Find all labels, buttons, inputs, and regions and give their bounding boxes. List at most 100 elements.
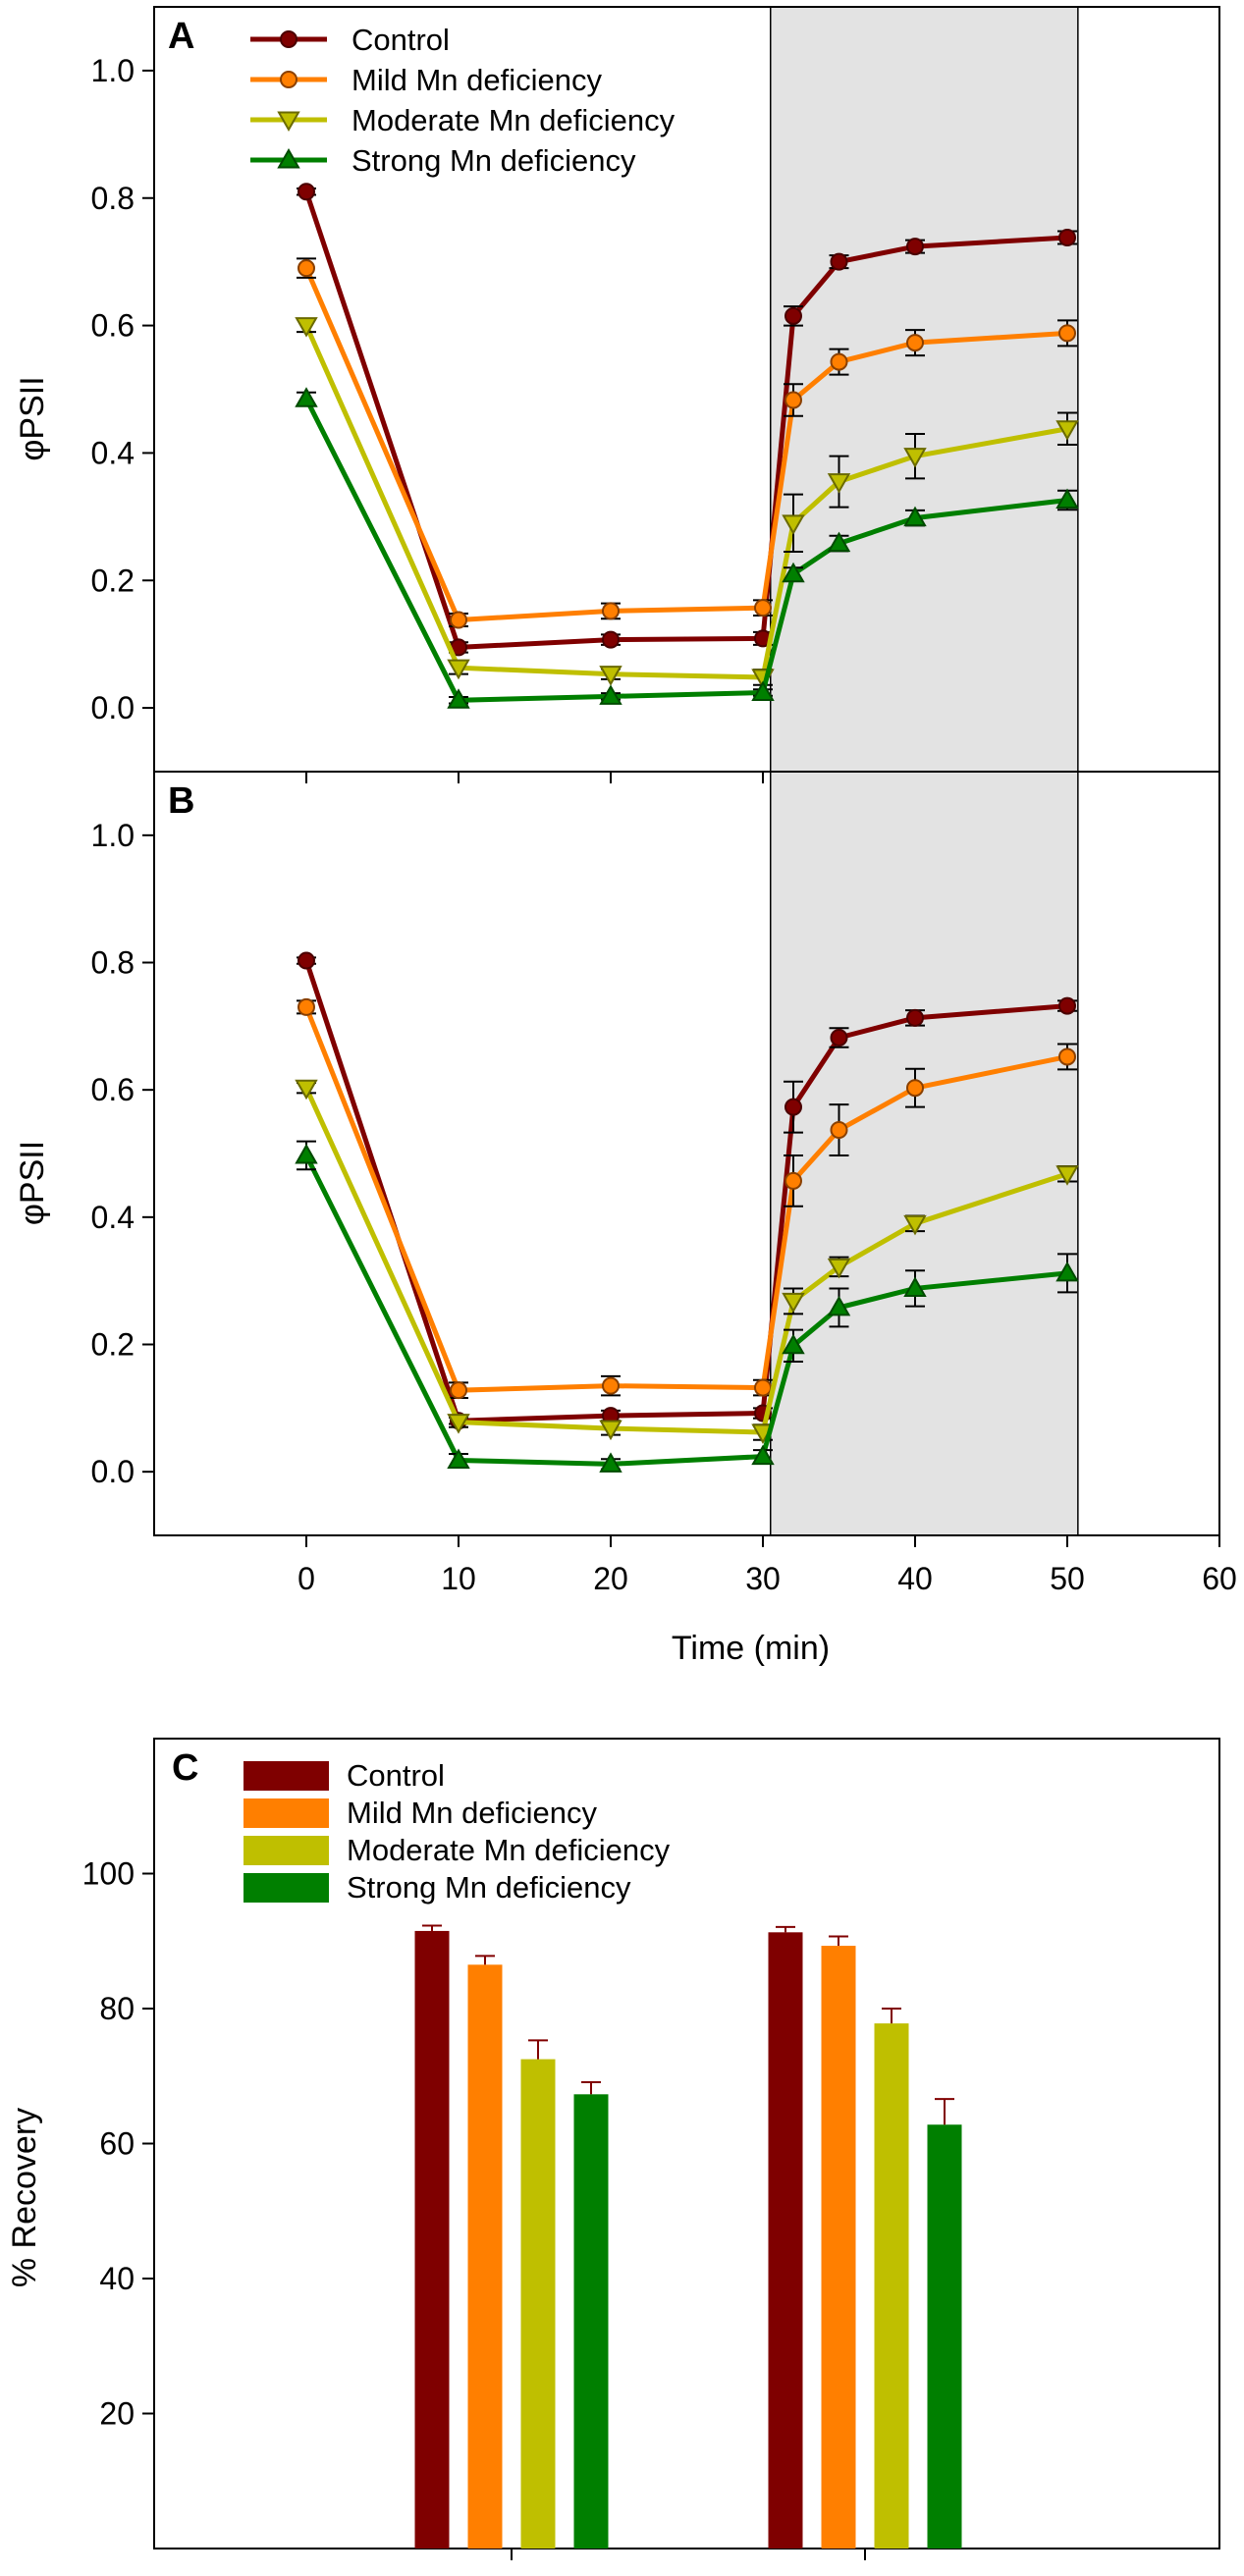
x-tick-label: 60 [1202,1561,1237,1596]
y-tick-label: 0.8 [91,945,135,981]
data-point-moderate [903,1214,927,1236]
data-point-mild [784,1171,802,1190]
data-point-strong [1055,488,1079,509]
data-point-mild [602,1376,620,1395]
y-tick-label: 0.8 [91,181,135,216]
panel-b: 0.0 0.2 0.4 0.6 0.8 1.0 0 10 20 30 40 50 60 Time (min… [14,771,1237,1667]
bar-mild-vanessa [821,1946,856,2549]
y-tick-label: 0.6 [91,308,135,344]
data-point-strong [782,1333,805,1355]
data-point-moderate [447,1414,470,1434]
data-point-mild [1058,324,1076,343]
panel-letter: C [172,1747,198,1789]
bar-control-vanessa [768,1932,803,2549]
x-tick-label: 0 [297,1561,315,1596]
bar-strong-antonia [573,2094,609,2549]
data-point-strong [903,506,927,527]
series-line-moderate [303,324,1068,680]
data-point-moderate [827,473,851,494]
data-point-moderate [827,1258,851,1279]
bar-moderate-antonia [520,2059,556,2549]
legend-label-moderate: Moderate Mn deficiency [352,103,676,137]
data-point-control [830,1029,848,1047]
y-tick-label: 80 [99,1991,135,2026]
legend-marker-mild [280,71,297,88]
data-point-mild [906,1079,924,1098]
y-tick-label: 0.4 [91,435,135,470]
y-tick-label: 0.2 [91,563,135,598]
data-point-control [602,630,620,649]
legend-swatch-control [243,1761,329,1791]
data-point-moderate [1055,1165,1079,1186]
series-line-control [303,959,1068,1423]
data-point-control [784,1098,802,1116]
y-tick-label: 0.4 [91,1200,135,1235]
data-point-strong [782,562,805,583]
data-point-moderate [295,1079,318,1100]
y-tick-label: 60 [99,2126,135,2162]
y-axis-title: φPSII [14,376,51,460]
y-tick-label: 0.0 [91,690,135,725]
data-point-mild [754,599,772,617]
data-point-moderate [599,666,622,686]
legend-label-mild: Mild Mn deficiency [352,63,602,97]
data-point-strong [599,684,622,705]
y-tick-label: 1.0 [91,53,135,88]
data-point-control [906,238,924,256]
legend-label-mild: Mild Mn deficiency [347,1796,597,1830]
data-point-strong [1055,1261,1079,1282]
x-tick-label: 50 [1050,1561,1085,1596]
x-tick-label: 30 [745,1561,781,1596]
y-tick-label: 0.2 [91,1327,135,1363]
legend-label-control: Control [347,1758,445,1793]
data-point-control [1058,228,1076,246]
panel-a: 0.0 0.2 0.4 0.6 0.8 1.0 φPSII A Control Mild Mn d… [14,6,1220,783]
data-point-mild [830,1121,848,1140]
data-point-strong [827,531,851,553]
bar-control-antonia [414,1930,450,2549]
data-point-mild [450,1381,467,1400]
data-point-moderate [1055,420,1079,441]
data-point-mild [1058,1047,1076,1066]
panel-letter: B [168,780,194,822]
legend-label-strong: Strong Mn deficiency [347,1870,631,1905]
data-point-strong [447,688,470,709]
x-tick-label: 10 [441,1561,476,1596]
y-axis-title: % Recovery [6,2108,43,2287]
data-point-mild [906,334,924,352]
legend-marker-control [280,30,297,48]
bar-mild-antonia [467,1964,503,2549]
data-point-moderate [782,514,805,535]
y-tick-label: 0.6 [91,1072,135,1107]
legend-swatch-mild [243,1798,329,1828]
legend-label-strong: Strong Mn deficiency [352,143,636,178]
data-point-strong [827,1295,851,1316]
data-point-mild [602,602,620,620]
data-point-moderate [903,448,927,468]
shaded-recovery-region [770,771,1079,1536]
x-tick-label: 20 [593,1561,628,1596]
legend-swatch-strong [243,1873,329,1903]
data-point-strong [295,1143,318,1164]
legend-marker-strong [277,147,300,169]
data-point-control [297,951,315,970]
legend-label-moderate: Moderate Mn deficiency [347,1833,671,1867]
data-point-mild [784,391,802,409]
y-tick-label: 1.0 [91,818,135,853]
data-point-moderate [599,1420,622,1441]
data-point-mild [297,997,315,1016]
x-tick-label: 40 [897,1561,933,1596]
x-axis-title: Time (min) [672,1630,830,1667]
y-tick-label: 100 [82,1856,135,1892]
data-point-moderate [295,317,318,338]
legend-marker-moderate [277,111,300,133]
y-tick-label: 20 [99,2396,135,2432]
data-point-mild [450,611,467,629]
shaded-recovery-region [770,6,1079,773]
data-point-control [830,252,848,271]
series-line-mild [303,1005,1068,1393]
data-point-mild [297,259,315,278]
plot-frame [153,771,1220,1536]
